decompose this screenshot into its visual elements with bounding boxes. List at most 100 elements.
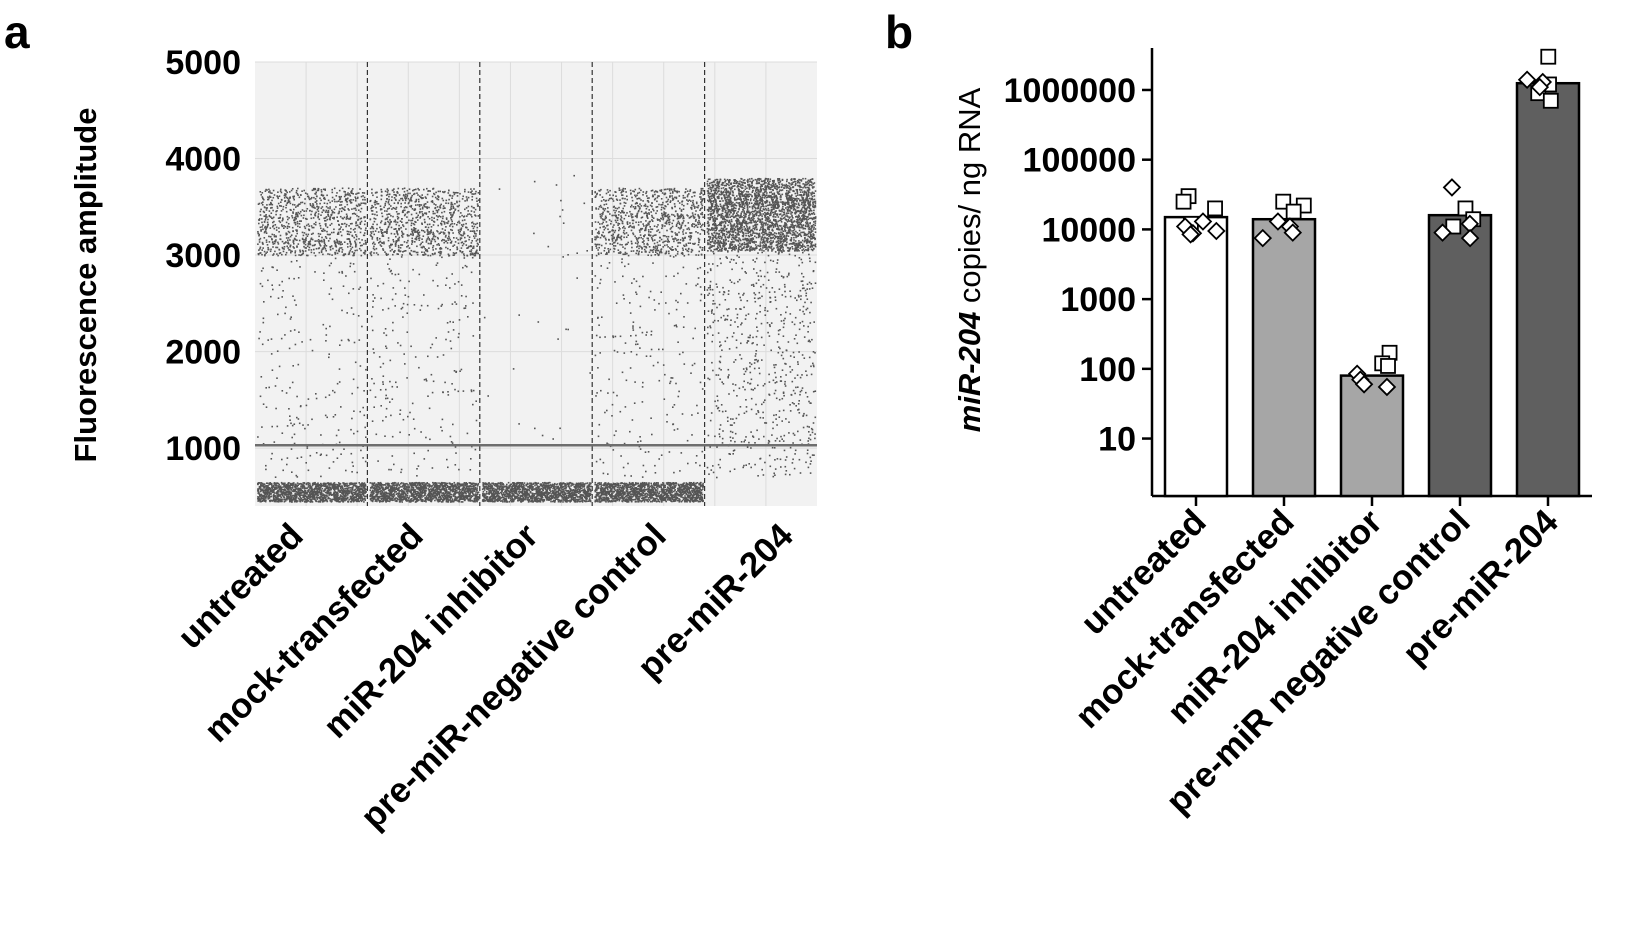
droplet [320,189,323,191]
droplet [420,495,422,497]
droplet [277,313,279,316]
droplet [458,204,460,207]
droplet [460,295,463,297]
droplet [436,487,438,490]
droplet [448,235,450,238]
droplet [443,233,445,235]
droplet [443,489,446,492]
droplet [415,238,417,240]
droplet [404,197,407,200]
droplet [330,287,332,290]
droplet [467,205,470,208]
droplet [289,191,291,193]
droplet [394,500,397,502]
droplet [401,499,403,501]
droplet [464,489,467,491]
droplet [422,491,425,494]
droplet [453,481,456,484]
droplet [451,383,453,385]
droplet [382,486,384,489]
droplet [275,210,277,213]
droplet [435,498,438,500]
droplet [270,483,273,485]
droplet [261,426,263,428]
droplet [269,250,272,253]
droplet [364,492,366,494]
droplet [387,237,390,239]
droplet [347,246,349,248]
droplet [280,488,283,491]
droplet [361,244,363,247]
droplet [381,235,384,237]
droplet [405,486,408,488]
droplet [462,492,465,495]
droplet [467,196,470,199]
droplet [360,483,363,485]
droplet [376,214,378,217]
droplet [474,495,477,497]
droplet [277,191,279,193]
droplet [320,227,322,230]
droplet [316,496,318,499]
droplet [400,226,402,229]
droplet [355,494,358,497]
droplet [476,252,478,254]
droplet [333,485,336,488]
droplet [380,498,383,500]
droplet [429,490,431,492]
droplet [271,266,273,268]
droplet [331,498,333,501]
droplet [434,486,436,488]
droplet [392,207,395,209]
droplet [353,254,355,257]
droplet [265,485,268,487]
droplet [335,434,338,437]
droplet [376,201,378,203]
droplet [335,195,338,197]
droplet [313,488,316,491]
droplet [307,228,310,231]
droplet [276,210,278,212]
droplet [267,489,269,491]
droplet [340,499,343,502]
droplet [471,240,473,242]
droplet [451,490,454,493]
droplet [326,492,328,494]
droplet [461,244,464,247]
droplet [467,210,469,212]
droplet [275,496,277,499]
droplet [307,494,310,496]
droplet [307,486,310,488]
droplet [418,239,421,241]
droplet [311,226,314,229]
droplet [283,496,286,499]
droplet [399,344,402,347]
droplet [373,490,376,492]
droplet [474,252,477,255]
droplet [352,263,355,265]
droplet [454,301,456,303]
droplet [294,222,297,224]
droplet [329,224,331,226]
droplet [324,217,327,219]
droplet [401,492,403,494]
droplet [389,258,391,260]
droplet [276,246,279,249]
droplet [433,217,435,219]
droplet [274,224,277,226]
droplet [276,425,279,428]
droplet [320,484,322,487]
droplet [390,487,392,489]
droplet [413,228,416,230]
droplet [335,487,338,489]
droplet [416,230,418,232]
droplet [341,487,344,490]
droplet [260,230,262,232]
droplet [362,252,365,254]
droplet [380,489,383,492]
droplet [346,488,349,491]
droplet [378,500,381,502]
droplet [417,219,419,221]
droplet [336,252,339,255]
droplet [411,230,413,233]
